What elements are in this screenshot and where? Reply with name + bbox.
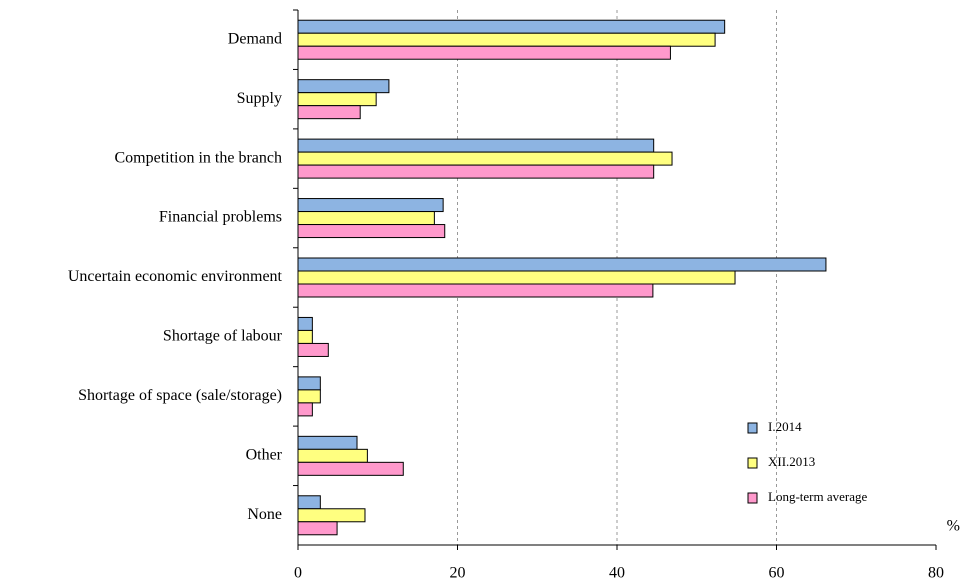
bar <box>297 508 366 523</box>
bar <box>297 316 313 331</box>
bar <box>297 495 321 510</box>
x-tick-label: 60 <box>769 565 785 582</box>
bar <box>297 376 321 391</box>
y-tick-label: Other <box>246 447 283 464</box>
bar <box>297 151 673 166</box>
x-tick-label: 0 <box>294 565 302 582</box>
bar <box>297 461 404 476</box>
legend-label: I.2014 <box>768 419 802 434</box>
bar <box>297 19 726 34</box>
x-tick-label: 20 <box>450 565 466 582</box>
y-tick-label: Shortage of space (sale/storage) <box>78 387 282 404</box>
bar <box>297 270 736 285</box>
legend-label: XII.2013 <box>768 454 815 469</box>
bar <box>297 198 444 213</box>
bar <box>297 32 716 47</box>
bar <box>297 92 377 107</box>
bar <box>297 211 435 226</box>
bar <box>297 257 827 272</box>
bar <box>297 224 446 239</box>
bar <box>297 329 313 344</box>
bar <box>297 45 671 60</box>
y-tick-label: Financial problems <box>159 209 282 226</box>
legend-marker <box>747 422 758 434</box>
x-tick-label: 40 <box>609 565 625 582</box>
bar <box>297 79 390 94</box>
y-tick-label: Shortage of labour <box>163 328 283 345</box>
x-tick-label: 80 <box>928 565 944 582</box>
bar <box>297 342 329 357</box>
bar <box>297 402 313 417</box>
y-tick-label: Uncertain economic environment <box>68 268 283 285</box>
y-tick-label: Competition in the branch <box>114 149 282 166</box>
bar <box>297 389 321 404</box>
x-axis-label: % <box>947 518 960 535</box>
legend-label: Long-term average <box>768 489 867 504</box>
bar <box>297 283 654 298</box>
bar <box>297 448 368 463</box>
y-tick-label: None <box>247 506 282 523</box>
legend-marker <box>747 492 758 504</box>
bar <box>297 435 358 450</box>
legend-marker <box>747 457 758 469</box>
bar <box>297 138 655 153</box>
bar <box>297 105 361 120</box>
bar <box>297 164 655 179</box>
y-tick-label: Supply <box>237 90 282 107</box>
bar <box>297 521 338 536</box>
y-tick-label: Demand <box>228 30 282 47</box>
